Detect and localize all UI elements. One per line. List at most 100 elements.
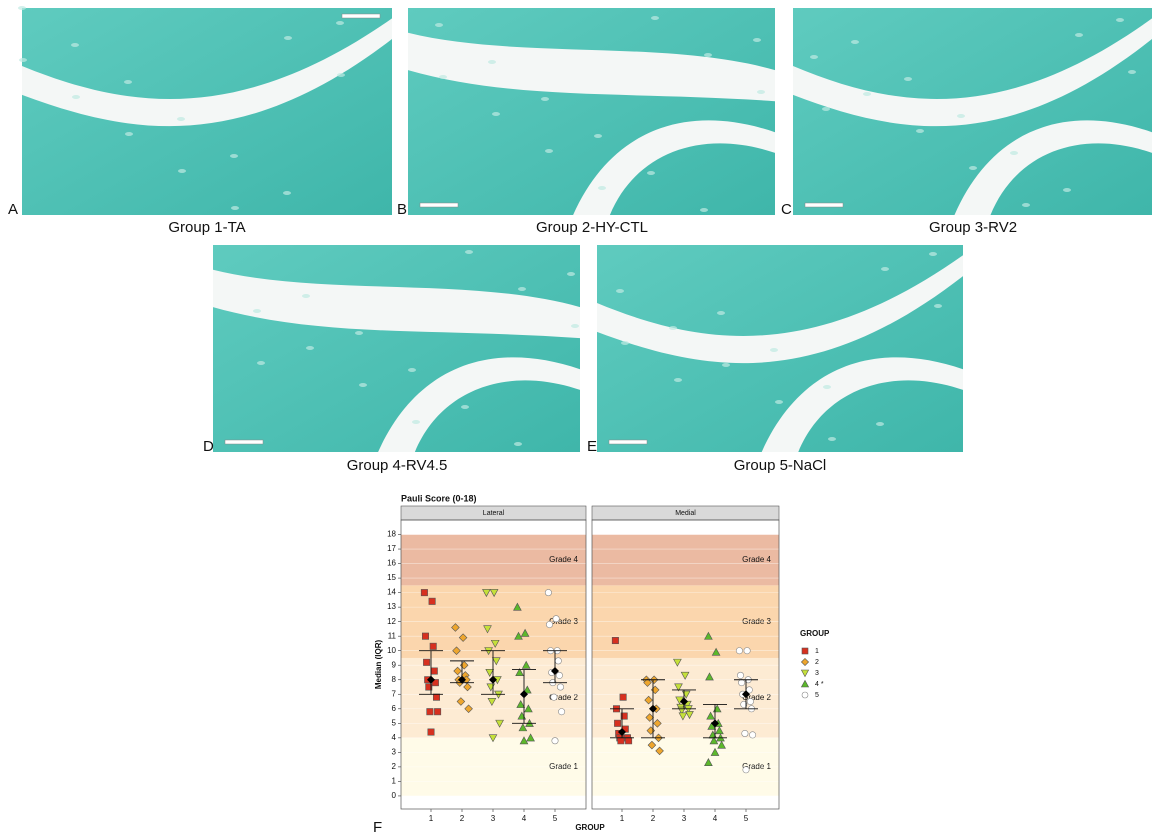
grade-label: Grade 1 <box>549 762 578 771</box>
y-tick-label: 4 <box>392 733 397 742</box>
point <box>515 668 524 676</box>
cell <box>822 107 830 111</box>
legend-label: 2 <box>815 659 819 666</box>
strip-title: Lateral <box>483 510 505 517</box>
x-axis-label: GROUP <box>575 823 605 832</box>
point <box>524 704 533 713</box>
cell <box>355 331 363 335</box>
panel-border <box>400 519 587 810</box>
point <box>647 740 657 750</box>
point <box>463 682 472 692</box>
point <box>655 746 664 756</box>
joint-space <box>597 255 963 364</box>
y-tick-label: 16 <box>387 559 396 568</box>
cell <box>177 117 185 121</box>
cell <box>72 95 80 99</box>
joint-space <box>408 32 775 102</box>
cell <box>823 385 831 389</box>
cell <box>1022 203 1030 207</box>
point <box>709 736 719 745</box>
point <box>434 708 442 716</box>
cell <box>647 171 655 175</box>
point <box>738 679 746 687</box>
point <box>550 693 558 701</box>
scale-bar <box>804 202 844 208</box>
cell <box>545 149 553 153</box>
point <box>519 736 529 745</box>
panel-caption: Group 1-TA <box>168 219 245 236</box>
point <box>556 683 564 691</box>
median-marker <box>649 704 657 713</box>
point <box>742 766 750 774</box>
panel-letter: D <box>203 438 214 455</box>
point <box>706 711 715 720</box>
grade-label: Grade 2 <box>549 693 578 702</box>
x-tick-label: 1 <box>429 814 434 823</box>
y-tick-label: 6 <box>392 704 397 713</box>
tissue <box>213 245 580 452</box>
x-tick-label: 2 <box>651 814 656 823</box>
point <box>717 740 726 749</box>
point <box>749 731 757 739</box>
point <box>420 589 428 597</box>
point <box>487 698 497 706</box>
grade-label: Grade 4 <box>549 555 578 564</box>
panel-caption: Group 5-NaCl <box>734 457 827 474</box>
median-marker <box>427 675 435 684</box>
cell <box>916 129 924 133</box>
cell <box>753 38 761 42</box>
point <box>495 719 504 728</box>
cell <box>541 97 549 101</box>
cell <box>125 132 133 136</box>
cell <box>306 346 314 350</box>
point <box>735 647 743 655</box>
histology-image <box>18 6 392 215</box>
scale-bar <box>419 202 459 208</box>
joint-space <box>573 120 775 215</box>
x-tick-label: 2 <box>460 814 465 823</box>
point <box>489 589 499 598</box>
point <box>643 678 652 687</box>
point <box>558 708 566 716</box>
panel-letter: C <box>781 201 792 218</box>
y-tick-label: 9 <box>392 660 397 669</box>
cell <box>621 341 629 345</box>
y-tick-label: 0 <box>392 791 397 800</box>
cell <box>616 289 624 293</box>
y-tick-label: 7 <box>392 689 397 698</box>
strip-title: Medial <box>675 510 696 517</box>
x-tick-label: 3 <box>682 814 687 823</box>
median-marker <box>489 675 497 684</box>
cell <box>337 73 345 77</box>
cell <box>904 77 912 81</box>
x-tick-label: 4 <box>713 814 718 823</box>
cell <box>492 112 500 116</box>
cell <box>488 60 496 64</box>
joint-space <box>378 357 580 452</box>
point <box>645 713 654 722</box>
point <box>674 683 683 692</box>
point <box>710 747 720 756</box>
point <box>704 758 713 767</box>
point <box>625 737 633 745</box>
cell <box>567 272 575 276</box>
point <box>711 647 721 656</box>
cell <box>828 437 836 441</box>
point <box>614 719 622 727</box>
cell <box>178 169 186 173</box>
cell <box>1063 188 1071 192</box>
cell <box>651 16 659 20</box>
panel-letter: F <box>373 819 382 836</box>
median-marker <box>711 719 719 728</box>
panel-letter: A <box>8 201 18 218</box>
cell <box>124 80 132 84</box>
point <box>431 679 439 687</box>
cell <box>700 208 708 212</box>
cell <box>594 134 602 138</box>
cell <box>408 368 416 372</box>
median-marker <box>520 690 528 699</box>
point <box>617 737 625 745</box>
cell <box>704 53 712 57</box>
cell <box>230 154 238 158</box>
